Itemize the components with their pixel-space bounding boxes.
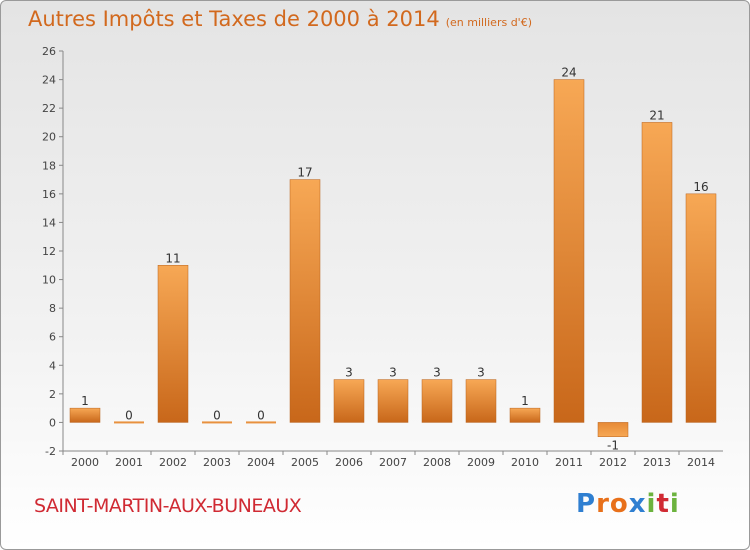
y-tick-label: 14 xyxy=(42,216,56,229)
chart-bars xyxy=(69,79,717,437)
logo-letter: i xyxy=(669,489,680,519)
y-tick-label: 16 xyxy=(42,188,56,201)
data-label: 3 xyxy=(477,366,485,380)
bar xyxy=(685,193,717,423)
x-tick-label: 2004 xyxy=(247,456,275,469)
bar xyxy=(246,421,276,424)
x-tick-label: 2000 xyxy=(71,456,99,469)
bar xyxy=(289,179,321,423)
data-label: 3 xyxy=(345,366,353,380)
bar xyxy=(69,407,101,423)
x-tick-label: 2005 xyxy=(291,456,319,469)
x-tick-label: 2010 xyxy=(511,456,539,469)
x-tick-label: 2002 xyxy=(159,456,187,469)
data-label: 0 xyxy=(257,408,265,422)
bar xyxy=(597,422,629,437)
logo-letter: t xyxy=(656,489,670,519)
logo-letter: P xyxy=(576,489,597,519)
logo-letter: o xyxy=(609,489,629,519)
y-tick-label: 24 xyxy=(42,74,56,87)
x-tick-label: 2013 xyxy=(643,456,671,469)
data-label: 21 xyxy=(649,108,664,122)
x-tick-label: 2012 xyxy=(599,456,627,469)
chart-data-labels: 1 0 11 0 0 17 3 3 3 3 1 24 -1 21 16 xyxy=(81,66,708,453)
data-label: 3 xyxy=(433,366,441,380)
bar xyxy=(641,122,673,423)
y-tick-label: 4 xyxy=(49,359,56,372)
y-tick-label: 0 xyxy=(49,416,56,429)
bar xyxy=(377,379,409,423)
y-tick-label: 22 xyxy=(42,102,56,115)
x-tick-label: 2009 xyxy=(467,456,495,469)
y-tick-label: 20 xyxy=(42,131,56,144)
data-label: 17 xyxy=(297,166,312,180)
x-tick-label: 2001 xyxy=(115,456,143,469)
bar xyxy=(553,79,585,423)
bar xyxy=(157,265,189,423)
y-tick-label: 2 xyxy=(49,388,56,401)
data-label: -1 xyxy=(607,439,619,453)
y-tick-label: 8 xyxy=(49,302,56,315)
x-tick-label: 2003 xyxy=(203,456,231,469)
x-tick-label: 2008 xyxy=(423,456,451,469)
bar xyxy=(333,379,365,423)
data-label: 0 xyxy=(125,408,133,422)
y-tick-label: -2 xyxy=(45,445,56,458)
y-tick-label: 10 xyxy=(42,274,56,287)
x-tick-label: 2014 xyxy=(687,456,715,469)
logo-letter: x xyxy=(628,489,647,519)
x-tick-label: 2006 xyxy=(335,456,363,469)
y-tick-label: 18 xyxy=(42,159,56,172)
logo-letter: i xyxy=(646,489,657,519)
proxiti-logo[interactable]: Proxiti xyxy=(576,489,680,519)
data-label: 11 xyxy=(165,251,180,265)
bar xyxy=(114,421,144,424)
data-label: 3 xyxy=(389,366,397,380)
data-label: 1 xyxy=(521,394,529,408)
x-tick-label: 2007 xyxy=(379,456,407,469)
bar xyxy=(421,379,453,423)
x-tick-label: 2011 xyxy=(555,456,583,469)
bar xyxy=(465,379,497,423)
y-tick-label: 26 xyxy=(42,45,56,58)
bar xyxy=(509,407,541,423)
commune-name: SAINT-MARTIN-AUX-BUNEAUX xyxy=(34,495,302,517)
data-label: 24 xyxy=(561,66,576,80)
data-label: 16 xyxy=(693,180,708,194)
y-tick-label: 6 xyxy=(49,331,56,344)
bar xyxy=(202,421,232,424)
data-label: 1 xyxy=(81,394,89,408)
chart-title-text: Autres Impôts et Taxes de 2000 à 2014 xyxy=(28,7,440,31)
chart-subtitle: (en milliers d'€) xyxy=(445,16,532,29)
chart-title: Autres Impôts et Taxes de 2000 à 2014 (en… xyxy=(28,7,532,31)
logo-letter: r xyxy=(596,489,610,519)
y-tick-label: 12 xyxy=(42,245,56,258)
data-label: 0 xyxy=(213,408,221,422)
